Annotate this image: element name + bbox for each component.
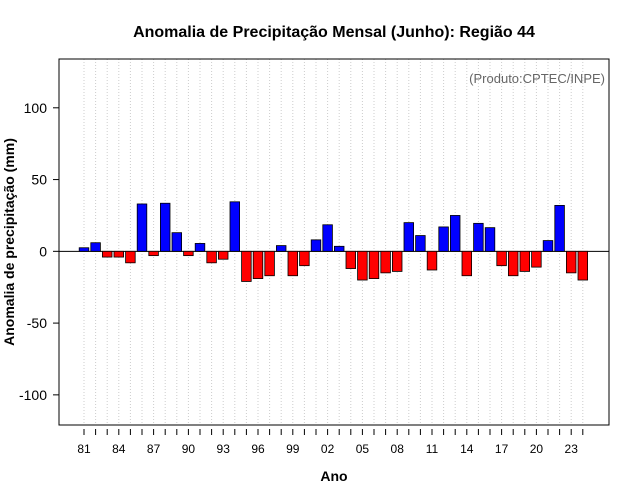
bar-2002 xyxy=(322,224,333,252)
x-tick-label: 81 xyxy=(77,442,91,456)
plot-frame xyxy=(58,58,610,426)
y-tick-label: 0 xyxy=(39,243,47,259)
bar-1985 xyxy=(125,250,136,264)
bar-1989 xyxy=(171,232,183,252)
x-tick-label: 99 xyxy=(286,442,300,456)
bar-1996 xyxy=(252,250,264,279)
bar-1997 xyxy=(264,250,275,277)
bar-2001 xyxy=(310,239,322,252)
bar-1993 xyxy=(217,250,229,260)
bar-1981 xyxy=(78,247,90,252)
bar-1992 xyxy=(206,250,217,264)
bar-1991 xyxy=(194,243,206,252)
bar-1990 xyxy=(183,250,194,257)
x-tick-label: 93 xyxy=(217,442,231,456)
bar-1999 xyxy=(287,250,299,277)
credit-annotation: (Produto:CPTEC/INPE) xyxy=(469,71,605,86)
x-tick-label: 20 xyxy=(530,442,544,456)
bar-2004 xyxy=(345,250,357,269)
x-axis-title: Ano xyxy=(320,468,347,484)
bar-2020 xyxy=(531,250,542,268)
bar-2023 xyxy=(566,250,577,274)
x-tick-label: 17 xyxy=(495,442,509,456)
bar-2019 xyxy=(519,250,531,272)
bar-2009 xyxy=(403,222,415,252)
bar-2013 xyxy=(449,215,461,252)
x-tick-label: 90 xyxy=(182,442,196,456)
x-tick-label: 96 xyxy=(251,442,265,456)
bar-1984 xyxy=(113,250,125,258)
y-tick-label: 100 xyxy=(24,100,48,116)
bar-1986 xyxy=(136,203,148,252)
y-tick-label: -100 xyxy=(19,387,47,403)
x-tick-label: 84 xyxy=(112,442,126,456)
bar-2012 xyxy=(438,226,449,252)
bar-2022 xyxy=(554,204,565,252)
bars xyxy=(78,201,589,282)
bar-1987 xyxy=(148,250,159,257)
x-tick-label: 11 xyxy=(426,442,439,456)
bar-2000 xyxy=(299,250,310,267)
bar-2014 xyxy=(461,250,473,277)
bar-1988 xyxy=(159,202,171,252)
chart-title: Anomalia de Precipitação Mensal (Junho):… xyxy=(133,24,535,41)
x-tick-label: 14 xyxy=(460,442,474,456)
bar-1983 xyxy=(102,250,113,258)
x-tick-label: 05 xyxy=(356,442,370,456)
y-axis-title: Anomalia de precipitação (mm) xyxy=(1,138,17,346)
bar-2008 xyxy=(391,250,403,272)
bar-1998 xyxy=(275,245,287,252)
bar-2018 xyxy=(507,250,519,277)
x-tick-label: 87 xyxy=(147,442,161,456)
x-tick-label: 08 xyxy=(391,442,405,456)
x-tick-label: 02 xyxy=(321,442,335,456)
y-tick-label: 50 xyxy=(31,172,47,188)
bar-1982 xyxy=(90,242,101,252)
bar-2017 xyxy=(496,250,507,267)
x-tick-label: 23 xyxy=(565,442,579,456)
bar-2003 xyxy=(333,245,345,252)
bar-2006 xyxy=(368,250,380,279)
y-tick-label: -50 xyxy=(27,315,47,331)
bar-1995 xyxy=(241,250,252,282)
bar-2016 xyxy=(484,227,496,252)
bar-2007 xyxy=(380,250,391,274)
bar-2015 xyxy=(473,222,484,252)
y-axis: -100 -50 0 50 100 xyxy=(19,100,59,403)
x-axis: 81 84 87 90 93 96 99 02 05 08 11 14 17 20 23 xyxy=(77,429,584,456)
bar-2024 xyxy=(577,250,589,281)
bar-1994 xyxy=(229,201,241,252)
bar-2011 xyxy=(426,250,438,271)
vertical-gridlines xyxy=(83,59,584,425)
bar-2005 xyxy=(357,250,368,281)
bar-2021 xyxy=(542,240,554,252)
bar-2010 xyxy=(415,235,426,252)
